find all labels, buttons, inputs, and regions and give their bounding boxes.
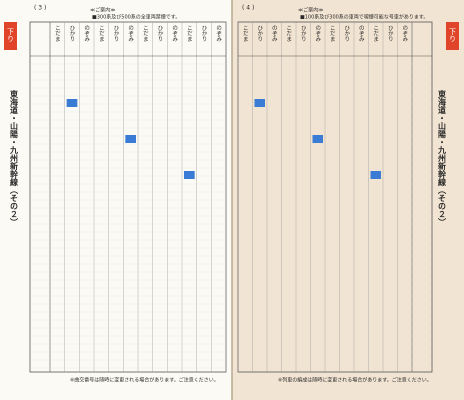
train-name: こだま bbox=[285, 25, 292, 42]
train-name: こだま bbox=[329, 25, 336, 42]
train-badge bbox=[254, 99, 265, 107]
train-name: のぞみ bbox=[83, 25, 90, 43]
page-number: ( 3 ) bbox=[34, 5, 46, 12]
train-name: ひかり bbox=[343, 25, 350, 42]
train-name: ひかり bbox=[300, 25, 307, 42]
train-name: のぞみ bbox=[127, 25, 134, 43]
train-badge bbox=[66, 99, 78, 107]
footer-note: ※曲交番号は随時に変更される場合があります。ご注意ください。 bbox=[70, 377, 219, 384]
footer-note: ※列車の編成は随時に変更される場合があります。ご注意ください。 bbox=[278, 377, 432, 384]
page-title: 東海道・山陽・九州新幹線（その２） bbox=[437, 89, 447, 226]
direction: 下り bbox=[449, 28, 457, 42]
train-name: こだま bbox=[98, 25, 105, 42]
train-name: ひかり bbox=[69, 25, 76, 42]
direction-tab bbox=[446, 22, 459, 50]
train-name: こだま bbox=[142, 25, 149, 42]
notice: ■300系及び500系の全車両禁煙です。 bbox=[92, 14, 180, 21]
train-name: ひかり bbox=[113, 25, 120, 42]
direction-tab bbox=[4, 22, 17, 50]
train-name: のぞみ bbox=[215, 25, 222, 43]
train-name: ひかり bbox=[157, 25, 164, 42]
train-name: ひかり bbox=[201, 25, 208, 42]
page-number: ( 4 ) bbox=[242, 5, 254, 12]
train-badge bbox=[184, 171, 195, 179]
train-name: こだま bbox=[54, 25, 61, 42]
train-name: ひかり bbox=[387, 25, 394, 42]
train-badge bbox=[312, 135, 323, 143]
train-badge bbox=[125, 135, 136, 143]
train-name: こだま bbox=[242, 25, 249, 42]
train-badge bbox=[370, 171, 381, 179]
notice-heading: ≪ご案内≫ bbox=[90, 7, 115, 14]
direction: 下り bbox=[7, 28, 15, 42]
train-name: こだま bbox=[186, 25, 193, 42]
train-name: のぞみ bbox=[271, 25, 278, 43]
notice: ■100系及び300系の車両で喫煙可能な号車があります。 bbox=[300, 14, 428, 21]
train-name: ひかり bbox=[256, 25, 263, 42]
train-name: こだま bbox=[372, 25, 379, 42]
train-name: のぞみ bbox=[314, 25, 321, 43]
train-name: のぞみ bbox=[358, 25, 365, 43]
train-name: のぞみ bbox=[401, 25, 408, 43]
train-name: のぞみ bbox=[171, 25, 178, 43]
notice-heading: ≪ご案内≫ bbox=[298, 7, 323, 14]
page-title: 東海道・山陽・九州新幹線（その２） bbox=[9, 89, 19, 226]
